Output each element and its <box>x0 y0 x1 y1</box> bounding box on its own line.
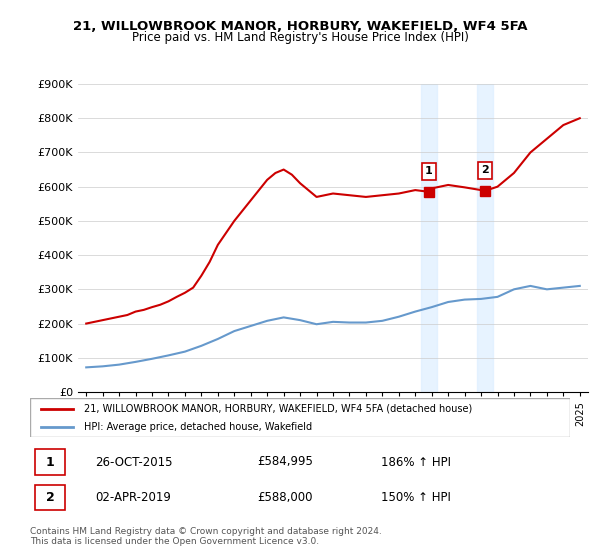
Text: 21, WILLOWBROOK MANOR, HORBURY, WAKEFIELD, WF4 5FA (detached house): 21, WILLOWBROOK MANOR, HORBURY, WAKEFIEL… <box>84 404 472 414</box>
Text: 1: 1 <box>46 455 55 469</box>
FancyBboxPatch shape <box>30 398 570 437</box>
Bar <box>421 84 437 392</box>
Text: 26-OCT-2015: 26-OCT-2015 <box>95 455 172 469</box>
Text: 1: 1 <box>425 166 433 176</box>
Text: 02-APR-2019: 02-APR-2019 <box>95 491 170 504</box>
Text: 150% ↑ HPI: 150% ↑ HPI <box>381 491 451 504</box>
Text: £588,000: £588,000 <box>257 491 312 504</box>
Text: 186% ↑ HPI: 186% ↑ HPI <box>381 455 451 469</box>
FancyBboxPatch shape <box>35 485 65 510</box>
Text: Price paid vs. HM Land Registry's House Price Index (HPI): Price paid vs. HM Land Registry's House … <box>131 31 469 44</box>
FancyBboxPatch shape <box>35 450 65 474</box>
Bar <box>477 84 493 392</box>
Text: Contains HM Land Registry data © Crown copyright and database right 2024.
This d: Contains HM Land Registry data © Crown c… <box>30 526 382 546</box>
Text: £584,995: £584,995 <box>257 455 313 469</box>
Text: 2: 2 <box>481 165 489 175</box>
Text: 21, WILLOWBROOK MANOR, HORBURY, WAKEFIELD, WF4 5FA: 21, WILLOWBROOK MANOR, HORBURY, WAKEFIEL… <box>73 20 527 32</box>
Text: HPI: Average price, detached house, Wakefield: HPI: Average price, detached house, Wake… <box>84 422 312 432</box>
Text: 2: 2 <box>46 491 55 504</box>
